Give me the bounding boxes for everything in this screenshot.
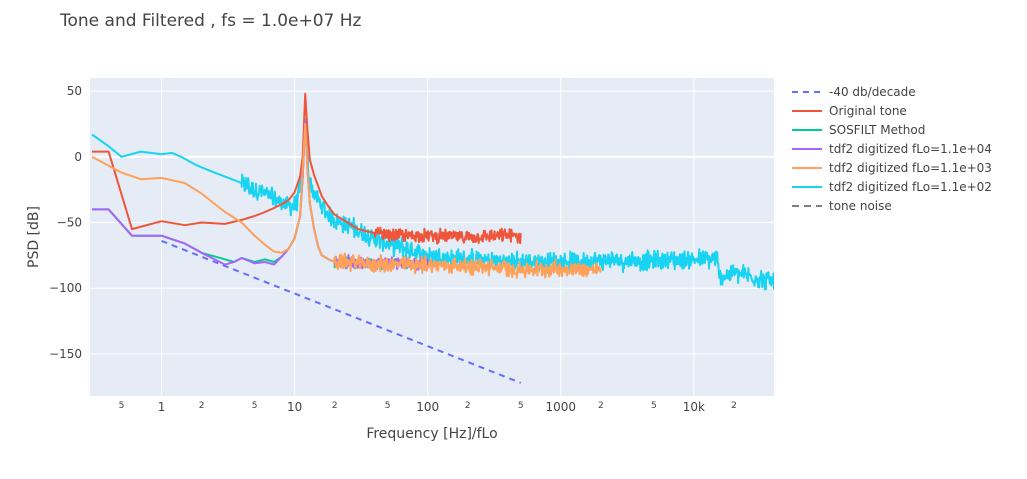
legend-label-3: tdf2 digitized fLo=1.1e+04: [829, 142, 992, 156]
x-tick-label-2: 100: [416, 400, 439, 414]
legend-item-4[interactable]: tdf2 digitized fLo=1.1e+03: [792, 161, 992, 175]
x-minor-tick-label-8: 5: [651, 401, 657, 411]
legend[interactable]: -40 db/decade Original tone SOSFILT Method…: [792, 85, 992, 213]
x-minor-tick-label-0: 5: [119, 401, 125, 411]
legend-label-0: -40 db/decade: [829, 85, 916, 99]
x-minor-tick-label-4: 5: [385, 401, 391, 411]
x-tick-label-1: 10: [287, 400, 302, 414]
y-tick-label-0: 50: [67, 84, 82, 98]
x-minor-tick-label-6: 5: [518, 401, 524, 411]
legend-item-0[interactable]: -40 db/decade: [792, 85, 916, 99]
legend-label-1: Original tone: [829, 104, 907, 118]
legend-item-1[interactable]: Original tone: [792, 104, 907, 118]
legend-item-2[interactable]: SOSFILT Method: [792, 123, 925, 137]
legend-item-5[interactable]: tdf2 digitized fLo=1.1e+02: [792, 180, 992, 194]
y-tick-label-2: −50: [57, 216, 82, 230]
legend-label-6: tone noise: [829, 199, 892, 213]
x-minor-tick-label-5: 2: [465, 401, 471, 411]
chart-title: Tone and Filtered , fs = 1.0e+07 Hz: [59, 11, 362, 31]
legend-label-4: tdf2 digitized fLo=1.1e+03: [829, 161, 992, 175]
legend-item-6[interactable]: tone noise: [792, 199, 892, 213]
x-minor-tick-label-9: 2: [731, 401, 737, 411]
tick-labels: 1 10 100 1000 10k 5 2 5 2 5 2 5 2 5 2 50 0 −50 −100 −150: [49, 84, 737, 414]
x-axis-title: Frequency [Hz]/fLo: [366, 426, 497, 442]
legend-label-5: tdf2 digitized fLo=1.1e+02: [829, 180, 992, 194]
x-minor-tick-label-3: 2: [332, 401, 338, 411]
y-tick-label-1: 0: [74, 150, 82, 164]
x-minor-tick-label-1: 2: [199, 401, 205, 411]
series-line-1: [92, 92, 522, 245]
x-tick-label-4: 10k: [683, 400, 705, 414]
series-layer: [91, 92, 774, 384]
x-tick-label-0: 1: [158, 400, 166, 414]
x-minor-tick-label-2: 5: [252, 401, 258, 411]
y-tick-label-3: −100: [49, 281, 82, 295]
series-line-0: [161, 239, 522, 384]
y-axis-title: PSD [dB]: [26, 206, 42, 268]
legend-item-3[interactable]: tdf2 digitized fLo=1.1e+04: [792, 142, 992, 156]
series-line-4: [91, 123, 602, 279]
legend-label-2: SOSFILT Method: [829, 123, 925, 137]
y-tick-label-4: −150: [49, 347, 82, 361]
x-tick-label-3: 1000: [546, 400, 577, 414]
x-minor-tick-label-7: 2: [598, 401, 604, 411]
